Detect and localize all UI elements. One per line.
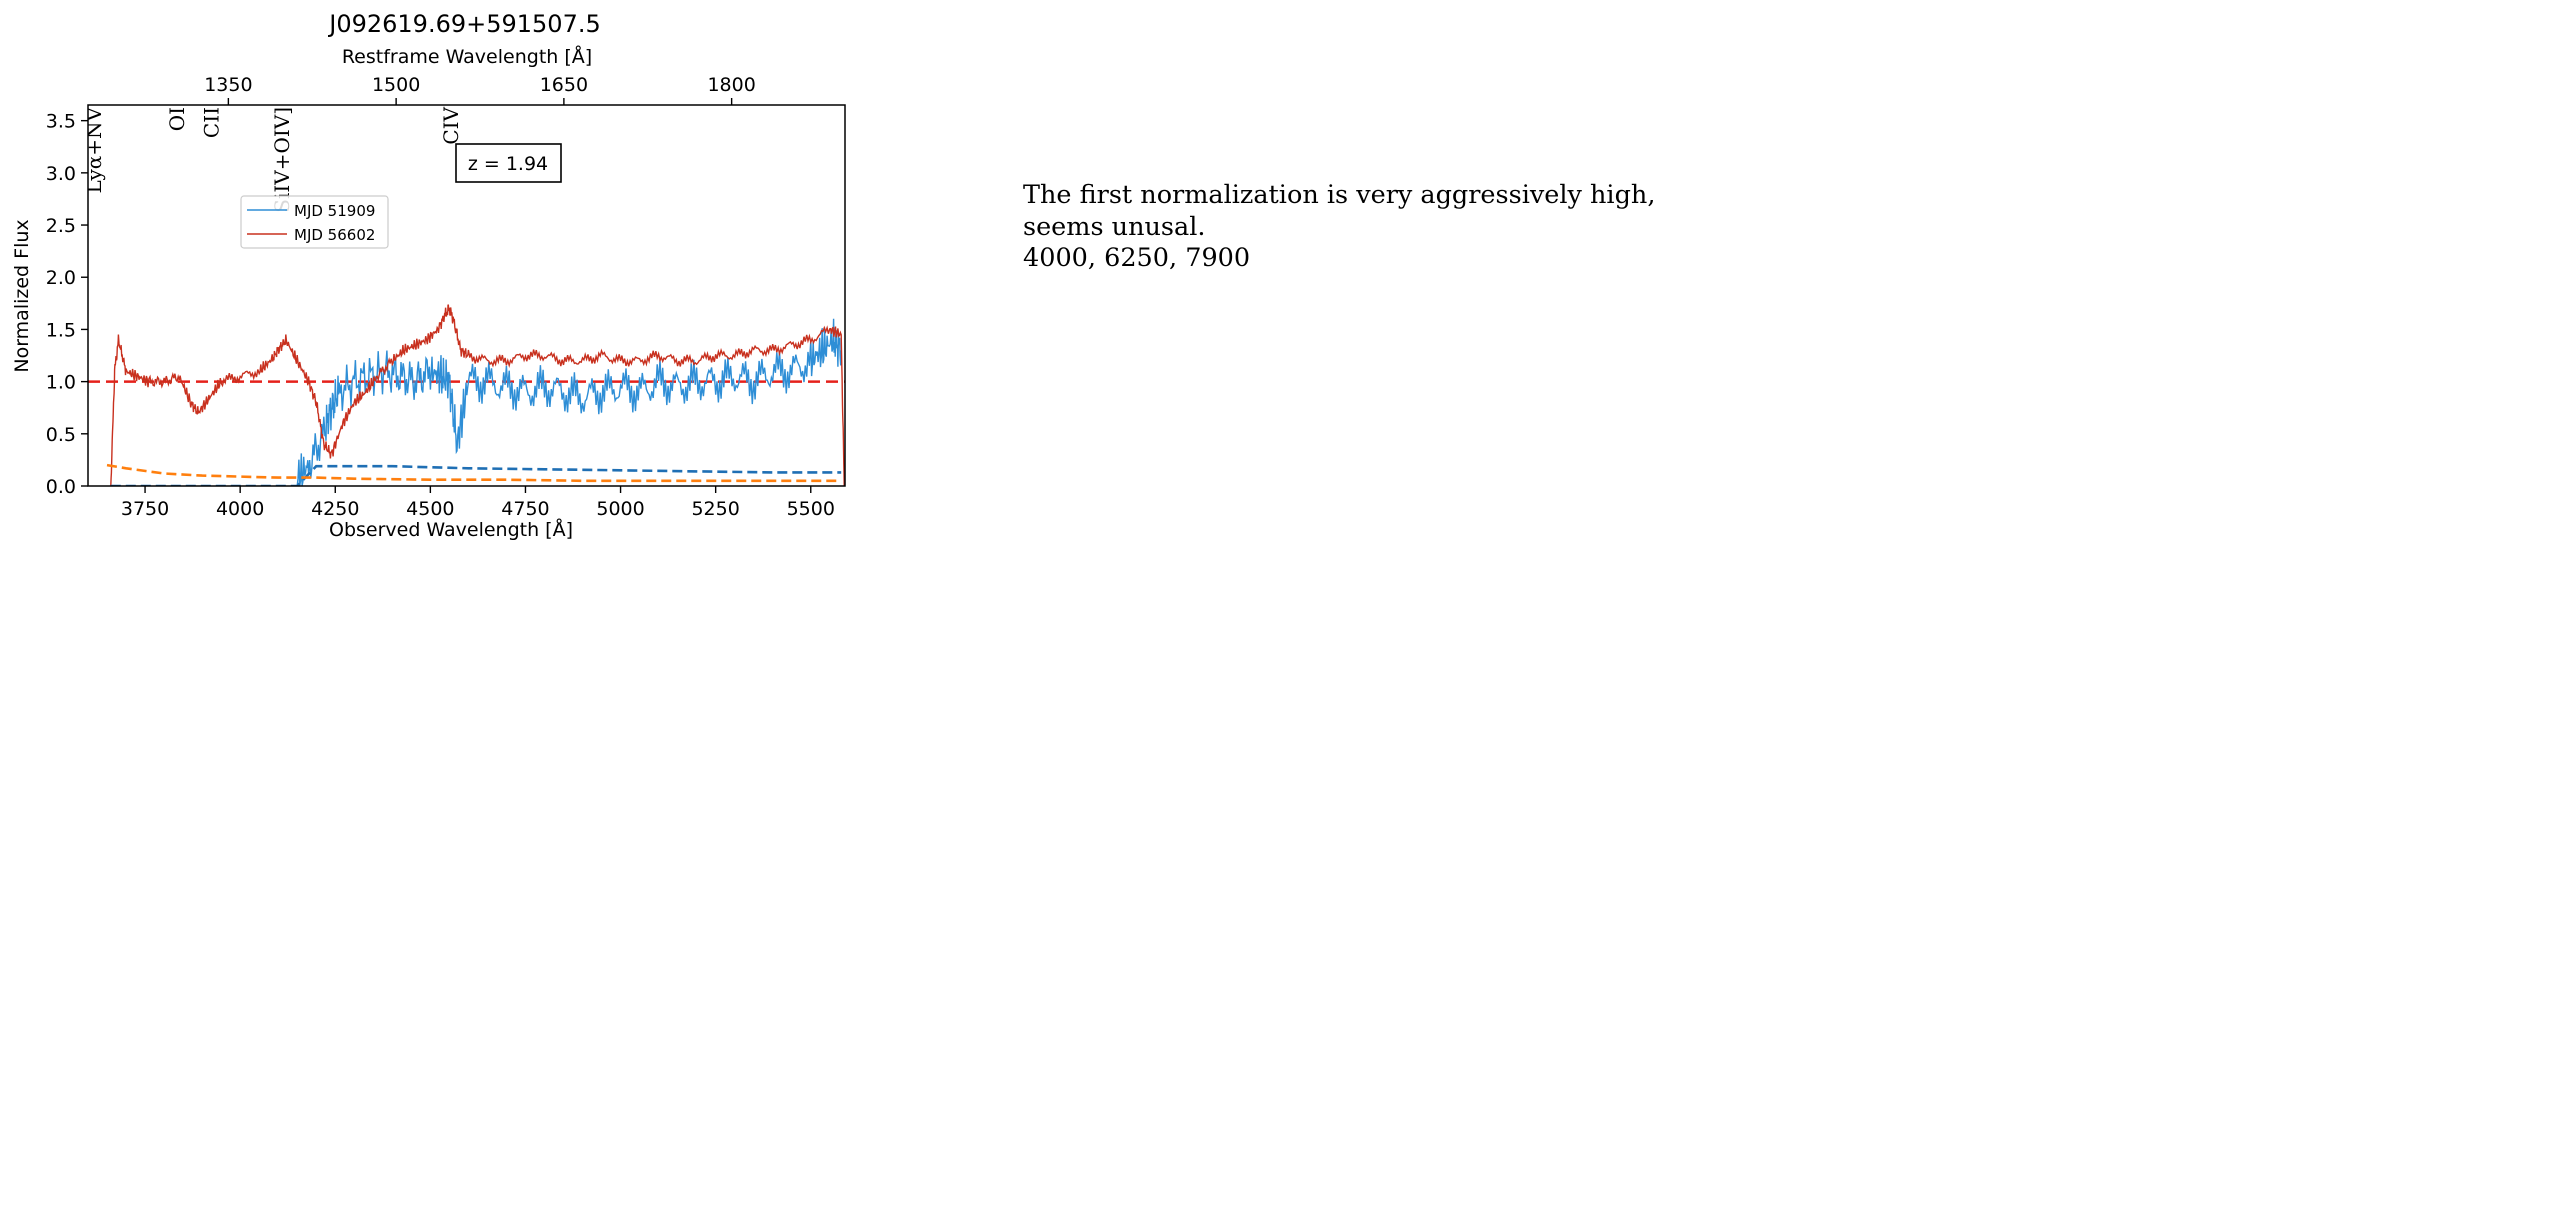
x-tick-label: 4500 [406, 498, 454, 520]
x-tick-label: 3750 [121, 498, 169, 520]
y-tick-label: 1.0 [46, 372, 76, 394]
emission-line-label: OI [165, 107, 189, 131]
series-line-2 [110, 464, 842, 486]
redshift-box [455, 143, 562, 183]
top-tick-label: 1500 [372, 74, 420, 96]
x-tick-label: 5500 [787, 498, 835, 520]
series-line-1 [110, 304, 845, 486]
plot-frame [87, 104, 846, 487]
redshift-label: z = 1.94 [468, 153, 548, 175]
emission-line-label: CIV [439, 106, 463, 144]
emission-line-label: Lyα+NV [82, 106, 106, 193]
y-tick-label: 3.0 [46, 163, 76, 185]
top-tick-label: 1650 [540, 74, 588, 96]
legend-box [240, 195, 389, 249]
y-tick-label: 2.5 [46, 215, 76, 237]
y-tick-label: 1.5 [46, 319, 76, 341]
y-tick-label: 2.0 [46, 267, 76, 289]
y-axis-label: Normalized Flux [11, 219, 33, 372]
comment-line: seems unusal. [1023, 211, 1206, 242]
x-tick-label: 4750 [501, 498, 549, 520]
top-axis-label: Restframe Wavelength [Å] [342, 45, 592, 68]
y-tick-label: 0.5 [46, 424, 76, 446]
emission-line-label: CII [200, 107, 224, 138]
y-tick-label: 3.5 [46, 111, 76, 133]
x-tick-label: 5000 [596, 498, 644, 520]
legend-label-56602: MJD 56602 [294, 226, 375, 244]
comment-note: The first normalization is very aggressi… [1023, 180, 1656, 275]
legend-label-51909: MJD 51909 [294, 202, 375, 220]
chart-title: J092619.69+591507.5 [327, 10, 601, 38]
x-tick-label: 4000 [216, 498, 264, 520]
top-tick-label: 1350 [204, 74, 252, 96]
top-tick-label: 1800 [707, 74, 755, 96]
y-tick-label: 0.0 [46, 476, 76, 498]
x-tick-label: 4250 [311, 498, 359, 520]
series-line-3 [106, 463, 842, 483]
comment-line: 4000, 6250, 7900 [1023, 243, 1251, 273]
comment-line: The first normalization is very aggressi… [1023, 180, 1656, 210]
x-tick-label: 5250 [691, 498, 739, 520]
legend: MJD 51909 MJD 56602 [240, 195, 389, 249]
spectrum-chart: J092619.69+591507.5 Restframe Wavelength… [11, 10, 846, 541]
emission-line-label: SiIV+OIV] [270, 107, 294, 213]
series-line-0 [296, 318, 842, 486]
x-axis-label: Observed Wavelength [Å] [329, 518, 573, 541]
